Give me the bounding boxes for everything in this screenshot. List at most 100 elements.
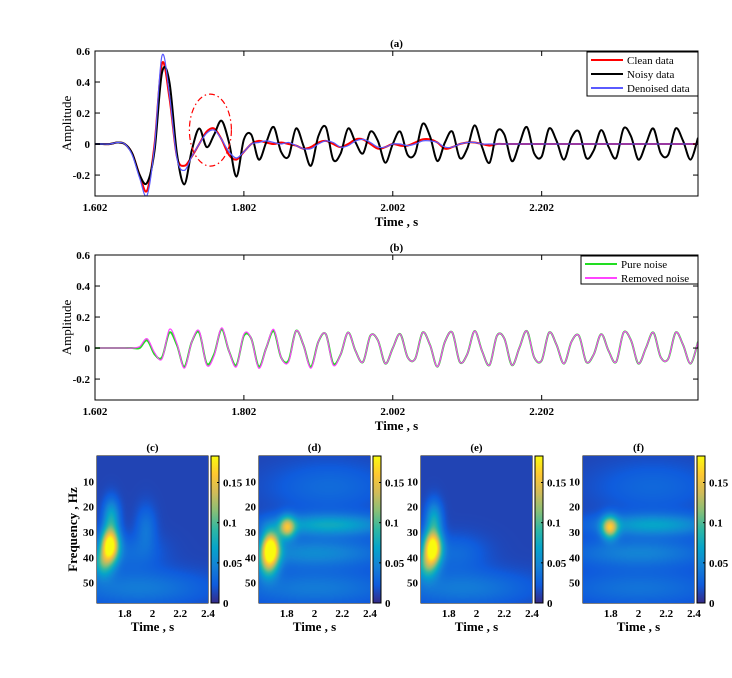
y-tick-label: 30 — [407, 527, 419, 539]
x-tick-label: 1.602 — [83, 202, 108, 214]
x-tick-label: 2.4 — [525, 608, 539, 620]
panel-f: 1.8 2 2.2 2.4 10 20 30 40 50 (f) Time , s 0 0.05 0.1 0… — [569, 442, 729, 634]
y-tick-label: 10 — [407, 476, 419, 488]
legend: Pure noise Removed noise — [580, 255, 699, 285]
colorbar — [210, 455, 220, 604]
x-tick-label: 2.2 — [497, 608, 511, 620]
y-axis-label: Frequency , Hz — [65, 487, 80, 572]
x-axis-label: Time , s — [617, 619, 660, 634]
x-tick-label: 2.202 — [529, 406, 554, 418]
y-tick-label: 50 — [83, 578, 95, 590]
colorbar-tick-label: 0.15 — [223, 478, 243, 490]
colorbar — [372, 455, 382, 604]
x-tick-label: 2.2 — [335, 608, 349, 620]
y-tick-label: 30 — [83, 527, 95, 539]
x-tick-label: 2.4 — [687, 608, 701, 620]
colorbar-tick-label: 0.05 — [223, 558, 243, 570]
colorbar-tick-label: 0 — [385, 598, 391, 610]
colorbar-tick-label: 0.1 — [223, 518, 237, 530]
y-tick-label: 20 — [245, 502, 257, 514]
x-axis-label: Time , s — [293, 619, 336, 634]
colorbar-tick-label: 0.1 — [385, 518, 399, 530]
x-tick-label: 1.8 — [280, 608, 294, 620]
x-tick-label: 1.602 — [83, 406, 108, 418]
y-axis-label: Amplitude — [59, 299, 74, 355]
panel-e: 1.8 2 2.2 2.4 10 20 30 40 50 (e) Time , s 0 0.05 0.1 0… — [407, 442, 567, 634]
colorbar-tick-label: 0.05 — [547, 558, 567, 570]
y-tick-label: 20 — [569, 502, 581, 514]
x-tick-label: 1.8 — [604, 608, 618, 620]
legend: Clean data Noisy data Denoised data — [586, 51, 699, 97]
colorbar-tick-label: 0.05 — [709, 558, 729, 570]
chart-title: (a) — [390, 38, 403, 50]
y-axis-label: Amplitude — [59, 95, 74, 151]
colorbar-tick-label: 0.1 — [709, 518, 723, 530]
colorbar-tick-label: 0.1 — [547, 518, 561, 530]
y-tick-label: 30 — [569, 527, 581, 539]
y-tick-label: 40 — [83, 552, 95, 564]
plot-area — [95, 327, 698, 369]
chart-title: (d) — [308, 442, 322, 454]
y-tick-label: 10 — [569, 476, 581, 488]
y-tick-label: 50 — [245, 578, 257, 590]
y-tick-label: 0.4 — [76, 77, 90, 89]
series-line-noisy-data — [95, 66, 698, 186]
chart-title: (f) — [633, 442, 644, 454]
x-axis-label: Time , s — [375, 214, 418, 229]
legend-label: Pure noise — [621, 259, 667, 271]
x-tick-label: 2.2 — [173, 608, 187, 620]
series-line-denoised-data — [95, 53, 698, 196]
chart-title: (c) — [146, 442, 159, 454]
legend-label: Clean data — [627, 55, 674, 67]
colorbar-tick-label: 0.15 — [709, 478, 729, 490]
y-tick-label: 40 — [569, 552, 581, 564]
x-tick-label: 2.002 — [380, 406, 405, 418]
x-tick-label: 1.8 — [118, 608, 132, 620]
plot-area — [95, 53, 698, 196]
x-tick-label: 2.2 — [659, 608, 673, 620]
y-tick-label: 50 — [569, 578, 581, 590]
y-tick-label: 50 — [407, 578, 419, 590]
x-tick-label: 2 — [150, 608, 156, 620]
x-tick-label: 1.802 — [232, 406, 257, 418]
legend-box — [580, 255, 699, 285]
x-tick-label: 2.002 — [380, 202, 405, 214]
annotation-ellipse — [188, 93, 232, 167]
panel-b: 1.602 1.802 2.002 2.202 0.6 0.4 0.2 0 -0.2 (b) Tim… — [59, 242, 699, 433]
colorbar-tick-label: 0 — [547, 598, 553, 610]
y-tick-label: 10 — [245, 476, 257, 488]
y-tick-label: -0.2 — [73, 374, 91, 386]
x-tick-label: 2 — [636, 608, 642, 620]
legend-label: Denoised data — [627, 83, 690, 95]
scalogram-f — [583, 456, 694, 603]
y-tick-label: 0.6 — [76, 46, 90, 58]
chart-title: (e) — [470, 442, 483, 454]
colorbar — [696, 455, 706, 604]
x-tick-label: 1.802 — [232, 202, 257, 214]
y-tick-label: 40 — [245, 552, 257, 564]
y-tick-label: -0.2 — [73, 170, 91, 182]
y-tick-label: 30 — [245, 527, 257, 539]
x-tick-label: 1.8 — [442, 608, 456, 620]
x-axis-label: Time , s — [455, 619, 498, 634]
scalogram-c — [97, 456, 208, 603]
scalogram-d — [259, 456, 370, 603]
y-tick-label: 0 — [85, 343, 91, 355]
y-tick-label: 0.2 — [76, 108, 90, 120]
y-tick-label: 10 — [83, 476, 95, 488]
x-tick-label: 2.202 — [529, 202, 554, 214]
x-tick-label: 2 — [474, 608, 480, 620]
colorbar-tick-label: 0.15 — [385, 478, 405, 490]
y-tick-label: 0.4 — [76, 281, 90, 293]
x-axis-label: Time , s — [375, 418, 418, 433]
legend-label: Removed noise — [621, 273, 689, 285]
y-tick-label: 20 — [83, 502, 95, 514]
y-tick-label: 0.6 — [76, 250, 90, 262]
x-tick-label: 2.4 — [363, 608, 377, 620]
legend-label: Noisy data — [627, 69, 674, 81]
x-tick-label: 2 — [312, 608, 318, 620]
x-tick-label: 2.4 — [201, 608, 215, 620]
y-tick-label: 40 — [407, 552, 419, 564]
axes-box — [94, 50, 699, 197]
